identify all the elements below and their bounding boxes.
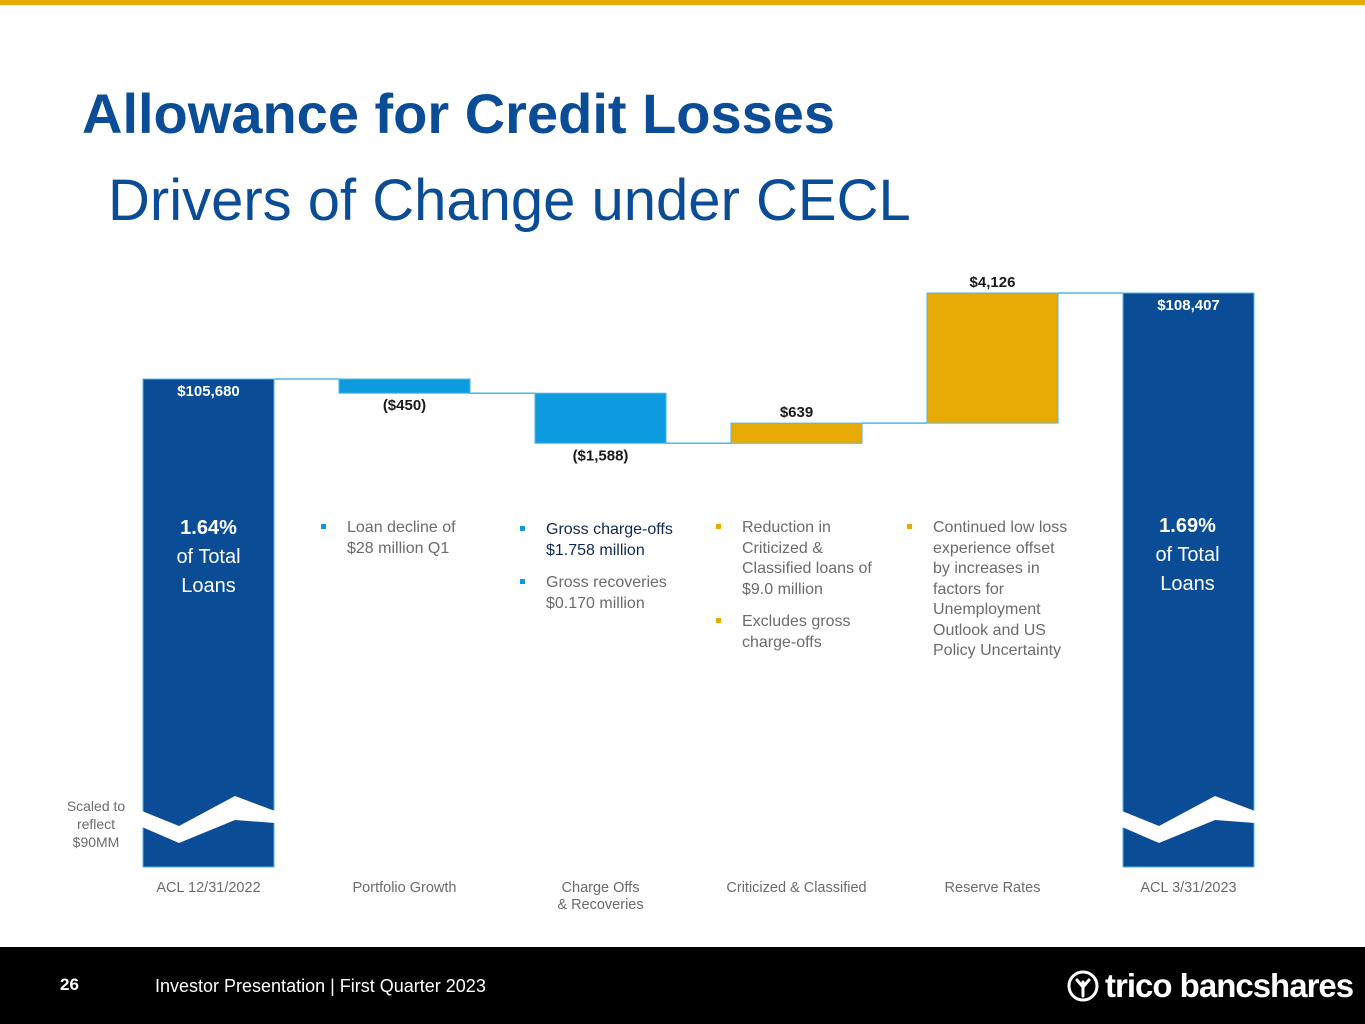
- value-label: ($450): [383, 397, 426, 414]
- criticized-notes: Reduction in Criticized & Classified loa…: [716, 518, 886, 665]
- increase-bar: [926, 292, 1059, 424]
- bullet-square-icon: [716, 524, 721, 529]
- bullet-square-icon: [321, 524, 326, 529]
- note-text: Loan decline of $28 million Q1: [347, 519, 456, 557]
- scale-note-line: Scaled to: [66, 798, 126, 814]
- list-item: Excludes gross charge-offs: [716, 612, 886, 653]
- category-label: ACL 3/31/2023: [1140, 880, 1236, 896]
- category-label: Charge Offs: [562, 880, 640, 896]
- note-text: Reduction in Criticized & Classified loa…: [742, 519, 872, 598]
- scale-note-line: reflect: [76, 816, 116, 832]
- bullet-square-icon: [520, 526, 525, 531]
- start-pct-line1: of Total: [176, 546, 241, 568]
- end-pct-line1: of Total: [1155, 544, 1220, 566]
- note-text: Excludes gross charge-offs: [742, 613, 851, 651]
- portfolio-growth-notes: Loan decline of $28 million Q1: [321, 518, 481, 571]
- increase-bar: [730, 422, 863, 444]
- list-item: Gross recoveries $0.170 million: [520, 573, 695, 614]
- category-label: & Recoveries: [557, 897, 643, 913]
- logo-text: trico bancshares: [1105, 967, 1354, 1004]
- reserve-rates-notes: Continued low loss experience offset by …: [907, 518, 1075, 674]
- end-pct-line2: Loans: [1160, 573, 1215, 595]
- page-number: 26: [60, 975, 79, 994]
- category-label: Portfolio Growth: [353, 880, 457, 896]
- category-label: Reserve Rates: [945, 880, 1041, 896]
- start-pct-line2: Loans: [181, 575, 236, 597]
- scale-note-line: $90MM: [72, 834, 120, 850]
- value-label: $4,126: [970, 274, 1016, 291]
- waterfall-chart: $105,680 ($450) ($1,588) $639 $4,126 $108,407…: [142, 274, 1255, 913]
- axis-break-icon: [142, 796, 275, 843]
- bullet-square-icon: [716, 618, 721, 623]
- top-accent-rule: [0, 0, 1365, 5]
- deck-title: Investor Presentation | First Quarter 20…: [155, 976, 486, 996]
- value-label: $639: [780, 404, 813, 421]
- end-pct-label: 1.69% of Total Loans: [1122, 512, 1253, 599]
- decrease-bar: [338, 378, 471, 394]
- page-title: Allowance for Credit Losses: [82, 82, 836, 145]
- list-item: Loan decline of $28 million Q1: [321, 518, 481, 559]
- charge-offs-notes: Gross charge-offs $1.758 million Gross r…: [520, 520, 695, 626]
- tree-icon: [1067, 970, 1099, 1002]
- category-label: ACL 12/31/2022: [156, 880, 260, 896]
- value-label: $105,680: [177, 383, 240, 400]
- footer: 26 Investor Presentation | First Quarter…: [0, 947, 1365, 1024]
- value-label: ($1,588): [573, 447, 629, 464]
- company-logo: trico bancshares: [1067, 966, 1354, 1006]
- bullet-square-icon: [907, 524, 912, 529]
- note-text: Gross charge-offs $1.758 million: [546, 521, 673, 559]
- axis-break-icon: [1122, 796, 1255, 843]
- scale-note: Scaled to reflect $90MM: [52, 797, 140, 851]
- start-pct-value: 1.64%: [180, 517, 237, 539]
- value-label: $108,407: [1157, 297, 1220, 314]
- decrease-bar: [534, 392, 667, 444]
- list-item: Gross charge-offs $1.758 million: [520, 520, 695, 561]
- total-bar: [142, 378, 275, 868]
- note-text: Continued low loss experience offset by …: [933, 519, 1068, 659]
- end-pct-value: 1.69%: [1159, 515, 1216, 537]
- total-bar: [1122, 292, 1255, 868]
- bullet-square-icon: [520, 579, 525, 584]
- note-text: Gross recoveries $0.170 million: [546, 574, 667, 612]
- page-subtitle: Drivers of Change under CECL: [108, 168, 911, 233]
- list-item: Reduction in Criticized & Classified loa…: [716, 518, 886, 600]
- list-item: Continued low loss experience offset by …: [907, 518, 1075, 662]
- category-label: Criticized & Classified: [726, 880, 866, 896]
- start-pct-label: 1.64% of Total Loans: [143, 514, 274, 601]
